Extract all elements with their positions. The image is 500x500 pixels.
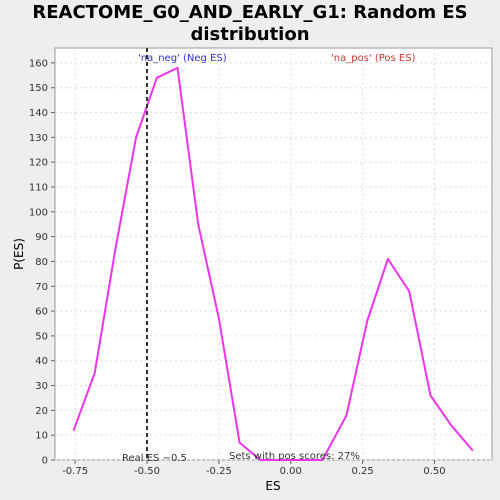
data-point [321, 459, 324, 461]
y-tick-label: 30 [35, 381, 48, 392]
y-tick-label: 70 [35, 282, 48, 293]
y-tick-label: 90 [35, 232, 48, 243]
y-tick-label: 110 [29, 182, 48, 193]
y-tick-label: 100 [29, 207, 48, 218]
neg-es-annotation: 'na_neg' (Neg ES) [138, 53, 227, 64]
x-tick-label: -0.75 [62, 466, 88, 477]
y-tick-label: 60 [35, 307, 48, 318]
data-point [114, 248, 117, 250]
chart-title-line-1: REACTOME_G0_AND_EARLY_G1: Random ES [32, 2, 468, 23]
plot-area [54, 47, 493, 461]
data-point [238, 441, 241, 444]
y-tick-label: 10 [35, 431, 48, 442]
y-axis-ticks: 0 10 20 30 40 50 60 70 80 90 100 110 120 130 140 150 160 [29, 58, 55, 467]
real-es-label: Real ES −0.5 [122, 453, 187, 464]
sets-pos-scores-label: Sets with pos scores: 27% [229, 451, 360, 462]
series-group [72, 66, 474, 461]
data-point [72, 429, 75, 432]
data-point [429, 394, 432, 397]
data-point [366, 320, 369, 322]
data-point [176, 67, 179, 69]
y-tick-label: 160 [29, 58, 48, 69]
data-point [259, 459, 262, 461]
data-point [218, 317, 220, 320]
y-tick-label: 0 [42, 456, 48, 467]
x-tick-label: -0.25 [206, 466, 232, 477]
x-tick-label: 0.00 [280, 466, 302, 477]
x-tick-label: 0.25 [351, 466, 373, 477]
chart-title: REACTOME_G0_AND_EARLY_G1: Random ES dist… [0, 2, 500, 46]
y-tick-label: 80 [35, 257, 48, 268]
data-point [155, 76, 158, 79]
data-point [280, 459, 282, 461]
y-tick-label: 130 [29, 133, 48, 144]
x-tick-label: -0.50 [134, 466, 160, 477]
y-tick-label: 120 [29, 158, 48, 169]
data-point [387, 258, 389, 260]
data-point [450, 424, 452, 427]
data-point [471, 449, 474, 451]
data-point [408, 290, 411, 293]
x-tick-label: 0.50 [423, 466, 445, 477]
data-point [197, 223, 199, 226]
data-point [300, 459, 303, 461]
y-tick-label: 20 [35, 406, 48, 417]
x-axis-ticks: -0.75 -0.50 -0.25 0.00 0.25 0.50 [62, 460, 446, 477]
y-tick-label: 40 [35, 356, 48, 367]
y-tick-label: 50 [35, 331, 48, 342]
x-axis-label: ES [265, 479, 280, 493]
pos-es-annotation: 'na_pos' (Pos ES) [331, 53, 416, 64]
data-point [135, 136, 137, 139]
y-tick-label: 140 [29, 108, 48, 119]
data-point [345, 414, 348, 417]
y-tick-label: 150 [29, 83, 48, 94]
chart-title-line-2: distribution [190, 24, 310, 45]
y-axis-label: P(ES) [12, 238, 26, 270]
es-distribution-line [72, 66, 474, 461]
data-point [93, 372, 96, 374]
